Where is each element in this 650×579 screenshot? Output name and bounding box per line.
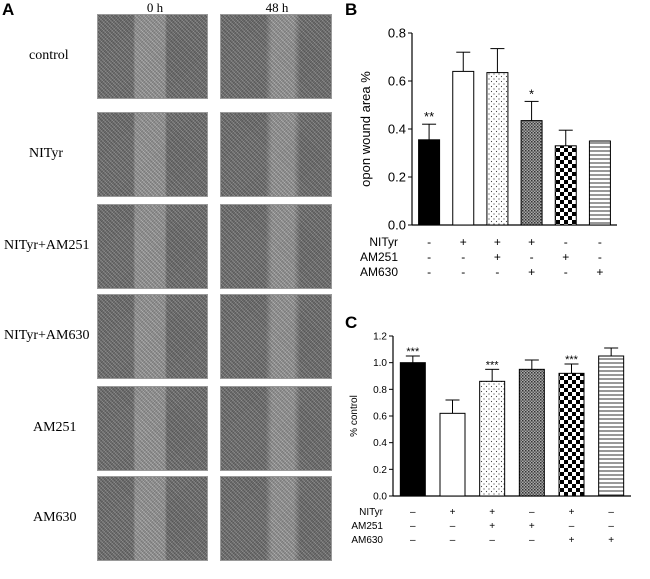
condition-sign: – [410, 507, 416, 518]
significance-2: *** [486, 359, 500, 371]
micrograph-48h-1 [220, 112, 332, 197]
condition-label-am630: AM630 [351, 535, 383, 546]
y-tick-label: 0.0 [388, 218, 406, 233]
y-tick-label: 0.2 [388, 170, 406, 185]
condition-sign: – [489, 535, 495, 546]
condition-label-nityr: NITyr [369, 235, 398, 249]
condition-label-nityr: NITyr [359, 507, 384, 518]
bar-0 [399, 362, 426, 497]
condition-sign: + [494, 235, 501, 249]
condition-sign: – [410, 521, 416, 532]
micrograph-48h-0 [220, 14, 332, 99]
condition-sign: + [528, 235, 535, 249]
condition-sign: – [608, 521, 614, 532]
bar-4 [558, 372, 585, 497]
row-label-nityr-am251: NITyr+AM251 [4, 237, 90, 253]
condition-sign: + [489, 521, 495, 532]
condition-sign: - [495, 265, 499, 279]
condition-sign: – [529, 507, 535, 518]
condition-sign: + [569, 507, 575, 518]
y-tick-label: 0.6 [388, 74, 406, 89]
condition-sign: - [461, 250, 465, 264]
condition-sign: + [608, 535, 614, 546]
y-tick-label: 0.0 [373, 492, 387, 503]
condition-sign: + [460, 235, 467, 249]
row-label-am630: AM630 [33, 509, 77, 525]
condition-sign: - [564, 235, 568, 249]
condition-sign: + [528, 265, 535, 279]
y-tick-label: 0.8 [373, 385, 387, 396]
condition-sign: – [450, 521, 456, 532]
row-label-nityr: NITyr [29, 145, 64, 161]
y-tick-label: 0.2 [373, 465, 387, 476]
micrograph-0h-2 [97, 204, 208, 289]
condition-sign: + [596, 265, 603, 279]
micrograph-48h-3 [220, 294, 332, 379]
condition-label-am630: AM630 [360, 265, 398, 279]
condition-sign: - [598, 235, 602, 249]
micrograph-48h-4 [220, 386, 332, 471]
bar-1 [439, 412, 466, 497]
y-tick-label: 0.6 [373, 412, 387, 423]
y-tick-label: 1.0 [373, 358, 387, 369]
significance-3: * [529, 86, 534, 101]
micrograph-0h-3 [97, 294, 208, 379]
condition-sign: + [569, 535, 575, 546]
micrograph-0h-5 [97, 476, 208, 561]
condition-sign: + [450, 507, 456, 518]
condition-label-am251: AM251 [360, 250, 398, 264]
condition-sign: – [450, 535, 456, 546]
significance-0: *** [406, 346, 420, 358]
panel-letter-b: B [345, 0, 358, 19]
condition-sign: + [562, 250, 569, 264]
y-tick-label: 0.4 [388, 122, 406, 137]
micrograph-48h-5 [220, 476, 332, 561]
micrograph-48h-2 [220, 204, 332, 289]
bar-5 [598, 355, 625, 497]
micrograph-0h-4 [97, 386, 208, 471]
row-label-nityr-am630: NITyr+AM630 [4, 327, 90, 343]
bar-5 [588, 140, 611, 226]
micrograph-0h-0 [97, 14, 208, 99]
bar-3 [518, 368, 545, 497]
condition-sign: - [427, 250, 431, 264]
condition-sign: + [494, 250, 501, 264]
y-tick-label: 0.4 [373, 438, 387, 449]
y-tick-label: 1.2 [373, 332, 387, 343]
condition-sign: - [564, 265, 568, 279]
condition-sign: – [529, 535, 535, 546]
panel-letter-a: A [2, 0, 15, 19]
micrograph-0h-1 [97, 112, 208, 197]
condition-sign: - [427, 265, 431, 279]
time-label-0h: 0 h [146, 0, 164, 15]
significance-0: ** [424, 109, 434, 124]
time-label-48h: 48 h [265, 0, 289, 15]
y-axis-label: opon wound area % [358, 71, 373, 187]
condition-sign: - [598, 250, 602, 264]
condition-sign: - [427, 235, 431, 249]
panel-letter-c: C [345, 313, 358, 332]
condition-sign: - [461, 265, 465, 279]
y-tick-label: 0.8 [388, 26, 406, 41]
condition-sign: – [569, 521, 575, 532]
condition-sign: – [410, 535, 416, 546]
condition-sign: + [529, 521, 535, 532]
row-label-control: control [29, 47, 69, 63]
condition-sign: – [608, 507, 614, 518]
bar-2 [479, 380, 506, 497]
condition-sign: + [489, 507, 495, 518]
condition-label-am251: AM251 [351, 521, 383, 532]
significance-4: *** [565, 354, 579, 366]
row-label-am251: AM251 [33, 419, 77, 435]
y-axis-label: % control [349, 395, 360, 437]
condition-sign: - [530, 250, 534, 264]
